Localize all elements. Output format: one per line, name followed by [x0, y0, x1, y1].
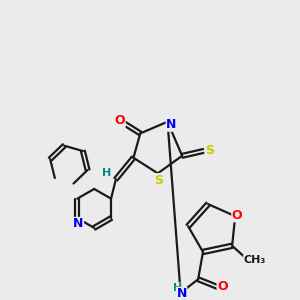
Text: H: H: [102, 168, 111, 178]
Text: O: O: [232, 209, 242, 222]
Text: N: N: [73, 218, 83, 230]
Text: H: H: [173, 283, 182, 293]
Text: N: N: [166, 118, 177, 131]
Text: S: S: [154, 174, 163, 187]
Text: O: O: [115, 114, 125, 127]
Text: CH₃: CH₃: [244, 255, 266, 265]
Text: O: O: [217, 280, 228, 292]
Text: N: N: [176, 287, 187, 300]
Text: S: S: [205, 144, 214, 158]
